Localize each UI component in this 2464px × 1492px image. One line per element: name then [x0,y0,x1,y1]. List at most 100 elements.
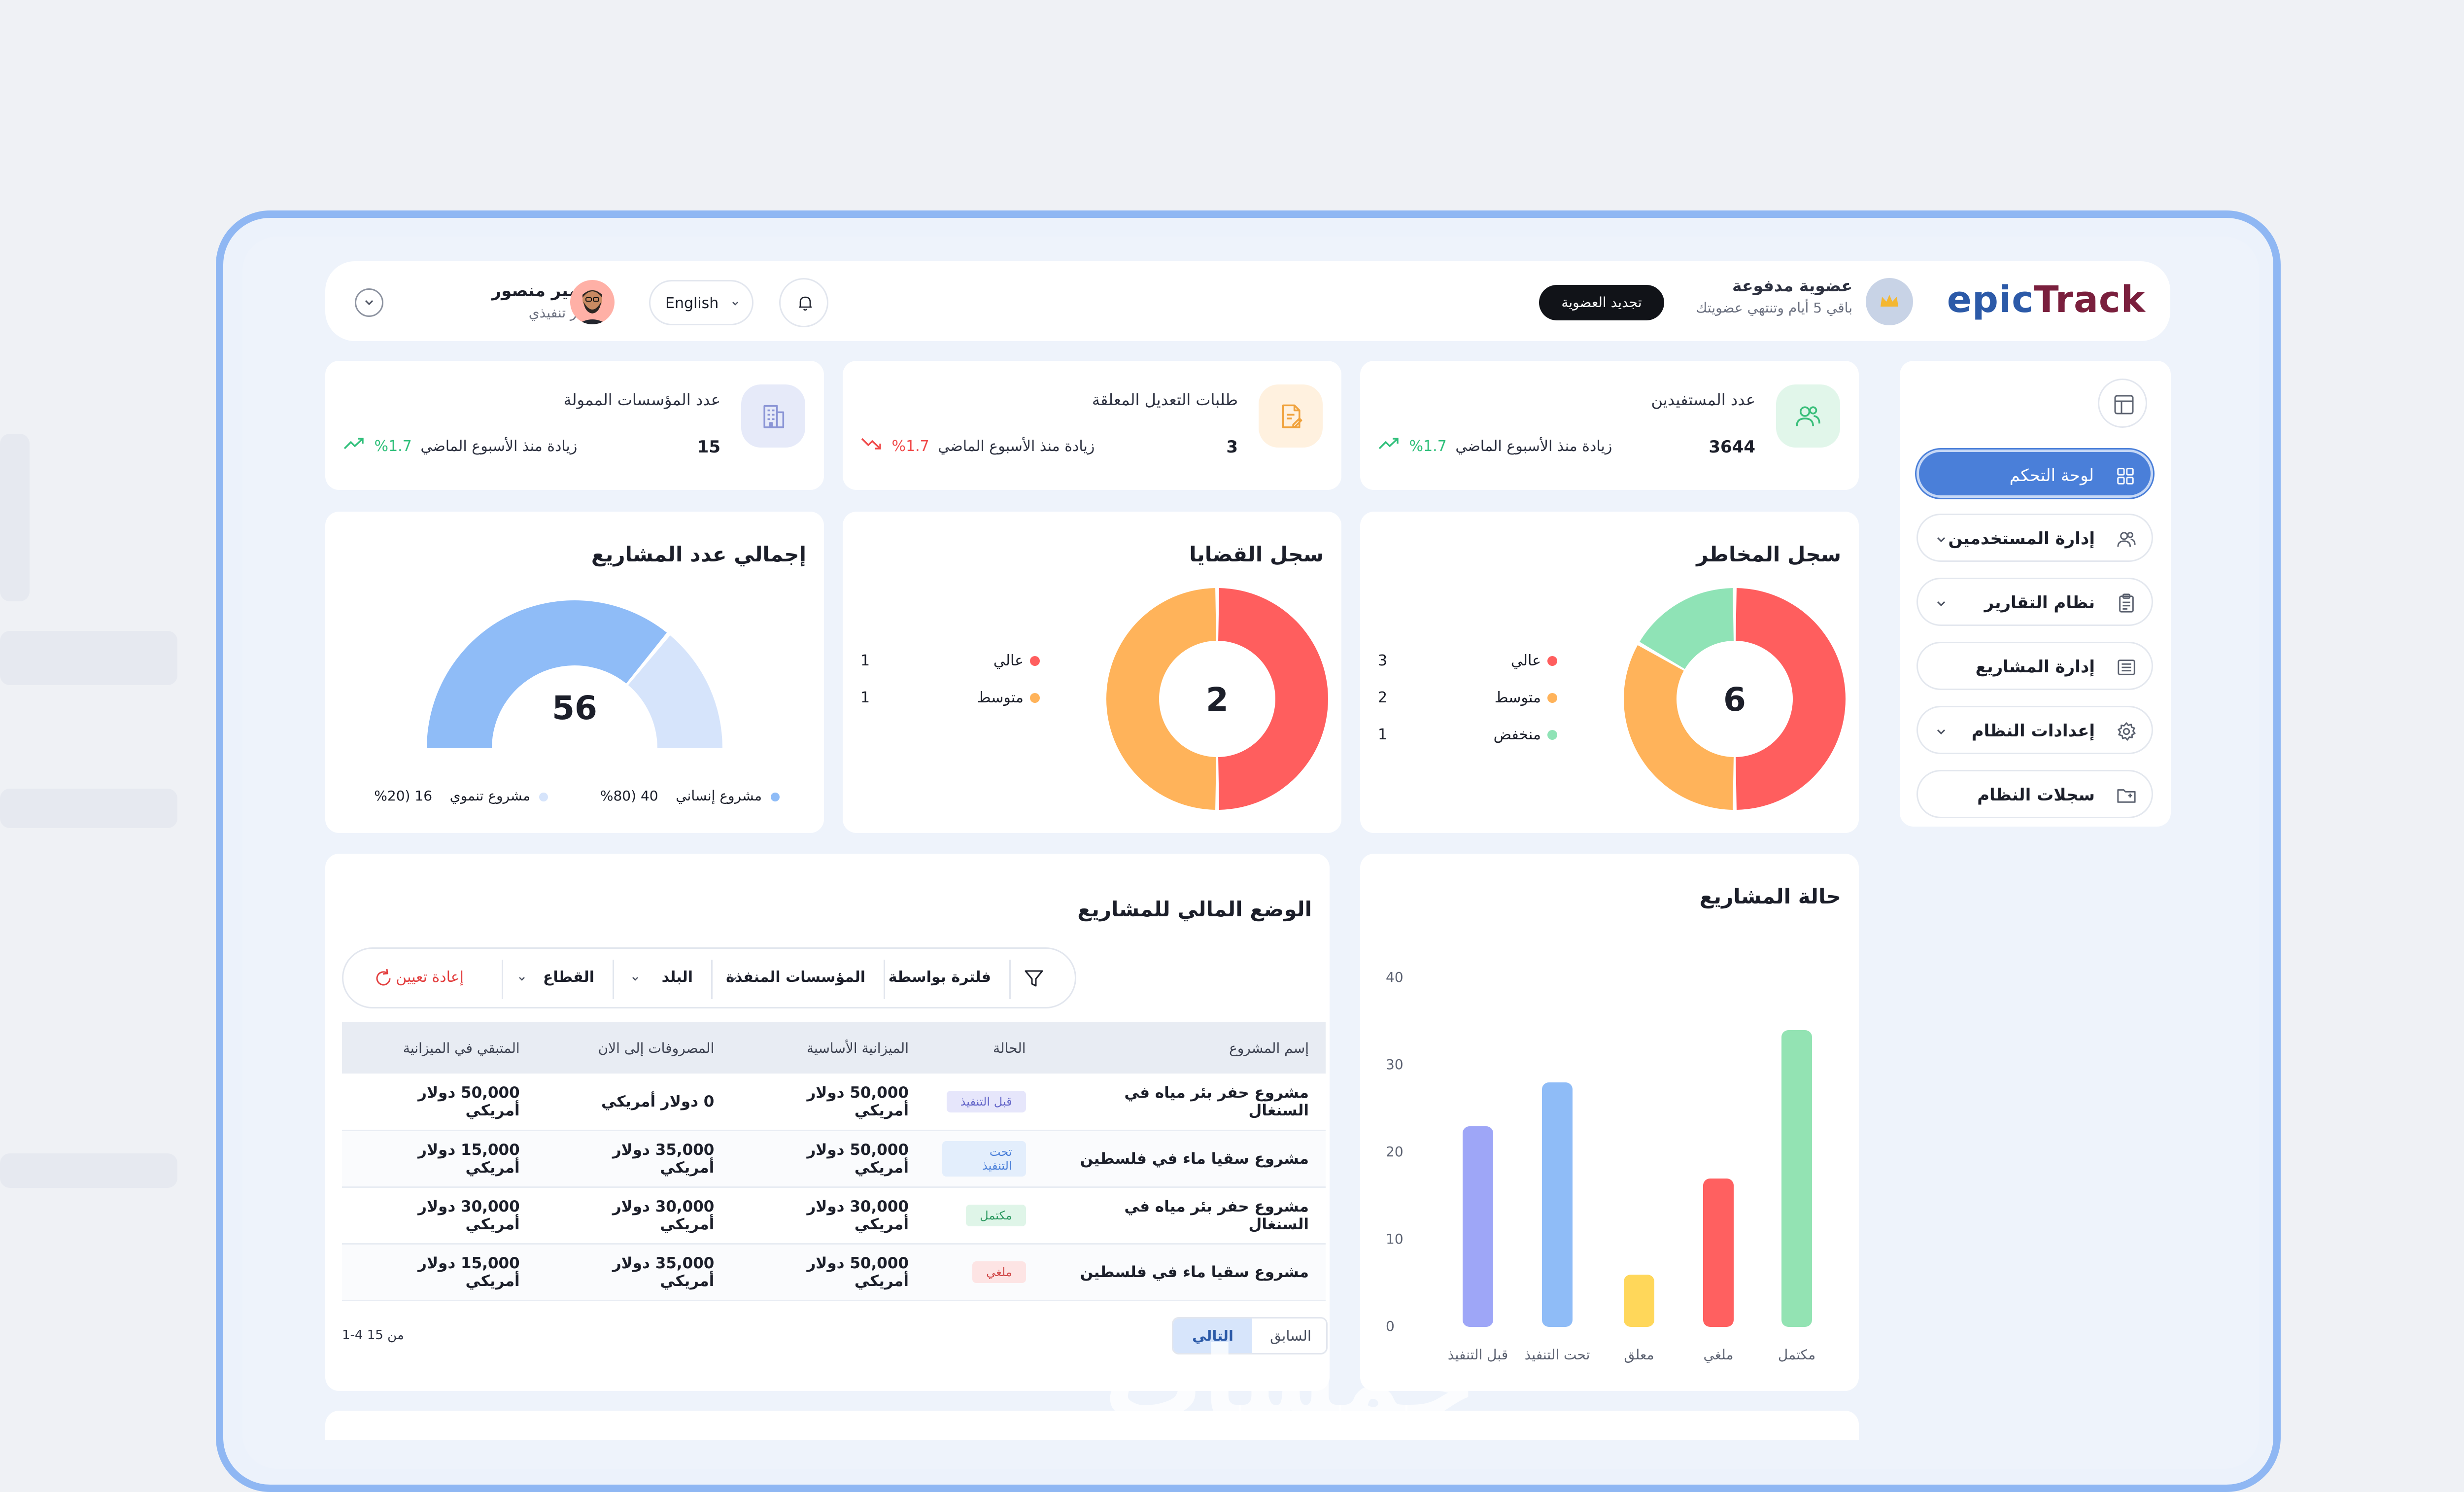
brand-logo-epic: epic [1947,278,2034,321]
budget-cell: 50,000 دولار أمريكي [731,1130,925,1188]
next-page-button[interactable]: التالي [1173,1319,1252,1353]
sidebar-toggle-button[interactable] [2098,379,2147,428]
stat-title: طلبات التعديل المعلقة [1092,390,1238,409]
issues-slice-1[interactable] [1106,588,1216,810]
risk-donut-chart [1624,588,1846,810]
membership-subtitle: باقي 5 أيام وتنتهي عضويتك [1696,300,1852,316]
sidebar-item-2[interactable]: نظام التقارير [1916,578,2153,626]
legend-label: متوسط [1494,689,1541,706]
reset-filters-button[interactable]: إعادة تعيين [396,969,464,986]
sidebar-item-label: إدارة المشاريع [1975,657,2095,677]
legend-count: 2 [1378,689,1388,706]
sidebar-item-5[interactable]: سجلات النظام [1916,770,2153,818]
language-select-value: English [665,295,719,312]
sidebar-item-4[interactable]: إعدادات النظام [1916,706,2153,754]
spent-cell: 35,000 دولار أمريكي [536,1130,731,1188]
renew-membership-button[interactable]: تجديد العضوية [1539,285,1664,320]
brand-logo[interactable]: epicTrack [1947,278,2146,321]
risk-slice-2[interactable] [1640,588,1734,669]
sector-filter-select[interactable]: القطاع [543,969,594,986]
y-tick-label: 30 [1386,1056,1403,1073]
budget-cell: 50,000 دولار أمريكي [731,1244,925,1301]
project-name-cell: مشروع سقيا ماء في فلسطين [1042,1244,1326,1301]
risk-slice-1[interactable] [1624,645,1734,810]
users-icon [1776,384,1840,448]
notifications-button[interactable] [779,278,828,327]
chevron-down-icon [1932,594,1951,613]
total-projects-card: إجمالي عدد المشاريع 56 مشروع إنساني 40 (… [325,512,824,833]
bar-0[interactable] [1781,1030,1812,1327]
stat-delta: زيادة منذ الأسبوع الماضي 1.7% [860,436,1095,455]
projects-gauge-segment-0[interactable] [427,600,667,748]
filter-icon[interactable] [1023,967,1045,990]
bar-1[interactable] [1703,1179,1734,1327]
background-shape [0,789,177,828]
stat-value: 3 [1226,437,1238,457]
filter-bar: فلترة بواسطة المؤسسات المنفذة البلد القط… [342,947,1076,1008]
sidebar-item-label: لوحة التحكم [2009,466,2094,486]
column-header[interactable]: الحالة [925,1022,1043,1074]
column-header[interactable]: المتبقي في الميزانية [342,1022,537,1074]
issues-slice-0[interactable] [1218,588,1329,810]
project-status-card: حالة المشاريع 0 10 20 30 40 مكتمل ملغي معلق تحت … [1360,854,1859,1391]
legend-label: منخفض [1493,726,1541,743]
total-projects-title: إجمالي عدد المشاريع [591,542,806,566]
membership-title: عضوية مدفوعة [1732,276,1852,295]
stat-delta-percent: 1.7% [1409,438,1447,455]
org-filter-select[interactable]: المؤسسات المنفذة [726,969,865,986]
watermark-logo: خمسات [1104,1326,1477,1441]
user-menu-chevron-icon[interactable] [355,288,383,317]
finance-title: الوضع المالي للمشاريع [1077,897,1312,921]
column-header[interactable]: المصروفات إلى الان [536,1022,731,1074]
column-header[interactable]: الميزانية الأساسية [731,1022,925,1074]
reset-icon[interactable] [372,967,395,990]
stat-value: 3644 [1709,437,1755,457]
sidebar-item-0[interactable]: لوحة التحكم [1916,450,2153,498]
sidebar-item-label: نظام التقارير [1984,593,2095,613]
language-select[interactable]: English [649,280,753,325]
sidebar-item-label: سجلات النظام [1977,785,2095,805]
stat-value: 15 [697,437,720,457]
bar-4[interactable] [1463,1126,1493,1327]
x-tick-label: تحت التنفيذ [1524,1347,1590,1363]
chevron-down-icon [1932,530,1951,549]
stat-delta-percent: 1.7% [891,438,929,455]
sidebar-item-1[interactable]: إدارة المستخدمين [1916,514,2153,562]
legend-dot [1030,656,1040,666]
stat-delta-text: زيادة منذ الأسبوع الماضي [1455,438,1612,455]
trend-up-icon [1378,438,1399,450]
stat-delta-text: زيادة منذ الأسبوع الماضي [938,438,1095,455]
legend-label: عالي [1510,652,1541,669]
sidebar-item-3[interactable]: إدارة المشاريع [1916,642,2153,690]
dashboard-grid-icon [2115,466,2136,486]
stat-card-0: عدد المستفيدين 3644 زيادة منذ الأسبوع الما… [1360,361,1859,490]
risk-slice-0[interactable] [1736,588,1846,810]
chevron-down-icon [1932,722,1951,741]
chevron-down-icon [519,977,525,981]
table-row[interactable]: مشروع سقيا ماء في فلسطين تحت التنفيذ 50,00… [342,1130,1326,1188]
sidebar-item-label: إعدادات النظام [1971,721,2095,741]
table-row[interactable]: مشروع سقيا ماء في فلسطين ملغي 50,000 دولار… [342,1244,1326,1301]
risk-register-title: سجل المخاطر [1696,542,1841,566]
clipboard-icon [2116,593,2137,614]
x-tick-label: مكتمل [1778,1347,1816,1363]
building-icon [741,384,805,448]
avatar[interactable] [570,280,615,324]
prev-page-button[interactable]: السابق [1270,1327,1311,1344]
x-tick-label: ملغي [1703,1347,1734,1363]
projects-gauge-chart [427,600,722,748]
bar-3[interactable] [1542,1082,1573,1327]
project-name-cell: مشروع سقيا ماء في فلسطين [1042,1130,1326,1188]
column-header[interactable]: إسم المشروع [1042,1022,1326,1074]
country-filter-select[interactable]: البلد [661,969,693,986]
legend-dot [1030,693,1040,703]
legend-count: 3 [1378,652,1388,669]
y-tick-label: 10 [1386,1231,1403,1247]
projects-gauge-segment-1[interactable] [628,635,722,748]
table-row[interactable]: مشروع حفر بئر مياه في السنغال قبل التنفيذ… [342,1074,1326,1131]
remaining-cell: 30,000 دولار أمريكي [342,1187,537,1245]
legend-dot [1547,656,1557,666]
bar-2[interactable] [1624,1274,1654,1327]
budget-cell: 50,000 دولار أمريكي [731,1074,925,1131]
table-row[interactable]: مشروع حفر بئر مياه في السنغال مكتمل 30,000… [342,1187,1326,1245]
